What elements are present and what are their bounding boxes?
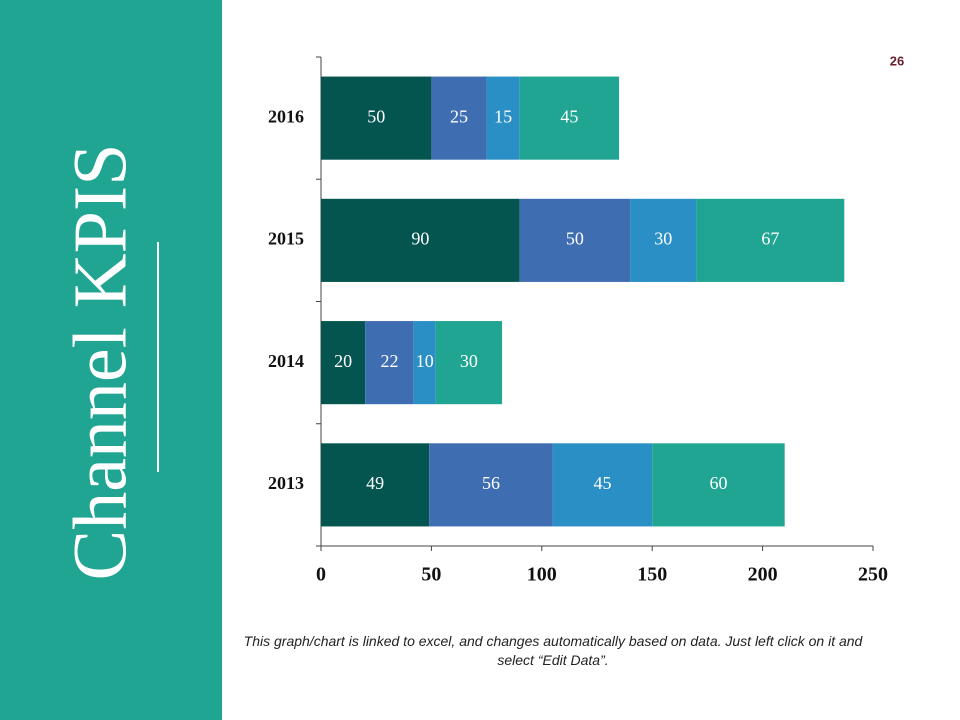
data-label: 49 bbox=[366, 473, 384, 493]
bar-segment bbox=[321, 443, 430, 527]
bar-segment bbox=[552, 443, 653, 527]
data-label: 56 bbox=[482, 473, 500, 493]
bar-segment bbox=[413, 321, 436, 405]
bar-segment bbox=[321, 198, 520, 282]
y-tick-label: 2013 bbox=[268, 473, 304, 493]
x-tick-label: 0 bbox=[316, 564, 326, 586]
data-label: 60 bbox=[709, 473, 727, 493]
x-tick-label: 200 bbox=[748, 564, 778, 586]
bar-segment bbox=[365, 321, 414, 405]
data-label: 50 bbox=[566, 229, 584, 249]
bar-segment bbox=[435, 321, 503, 405]
side-panel bbox=[0, 0, 222, 720]
data-label: 10 bbox=[416, 351, 434, 371]
bar-segment bbox=[652, 443, 785, 527]
bar-segment bbox=[630, 198, 697, 282]
bar-segment bbox=[519, 198, 631, 282]
bar-segment bbox=[429, 443, 553, 527]
bar-segment bbox=[431, 76, 487, 160]
footnote: This graph/chart is linked to excel, and… bbox=[243, 633, 863, 668]
data-label: 30 bbox=[460, 351, 478, 371]
data-label: 20 bbox=[334, 351, 352, 371]
y-tick-label: 2014 bbox=[268, 351, 304, 371]
bar-segment bbox=[321, 321, 366, 405]
x-tick-label: 150 bbox=[637, 564, 667, 586]
data-label: 50 bbox=[367, 106, 385, 126]
data-label: 90 bbox=[411, 229, 429, 249]
data-label: 25 bbox=[450, 106, 468, 126]
x-tick-label: 100 bbox=[527, 564, 557, 586]
y-tick-label: 2015 bbox=[268, 229, 304, 249]
data-label: 45 bbox=[594, 473, 612, 493]
data-label: 67 bbox=[761, 229, 779, 249]
bar-segment bbox=[321, 76, 432, 160]
x-tick-label: 50 bbox=[421, 564, 441, 586]
bar-segment bbox=[486, 76, 520, 160]
bar-segment bbox=[696, 198, 845, 282]
data-label: 22 bbox=[380, 351, 398, 371]
data-label: 45 bbox=[560, 106, 578, 126]
data-label: 30 bbox=[654, 229, 672, 249]
y-tick-label: 2016 bbox=[268, 106, 304, 126]
slide-title: Channel KPIS bbox=[58, 144, 142, 581]
x-tick-label: 250 bbox=[858, 564, 888, 586]
data-label: 15 bbox=[494, 106, 512, 126]
bar-segment bbox=[519, 76, 620, 160]
page-number: 26 bbox=[890, 53, 904, 68]
